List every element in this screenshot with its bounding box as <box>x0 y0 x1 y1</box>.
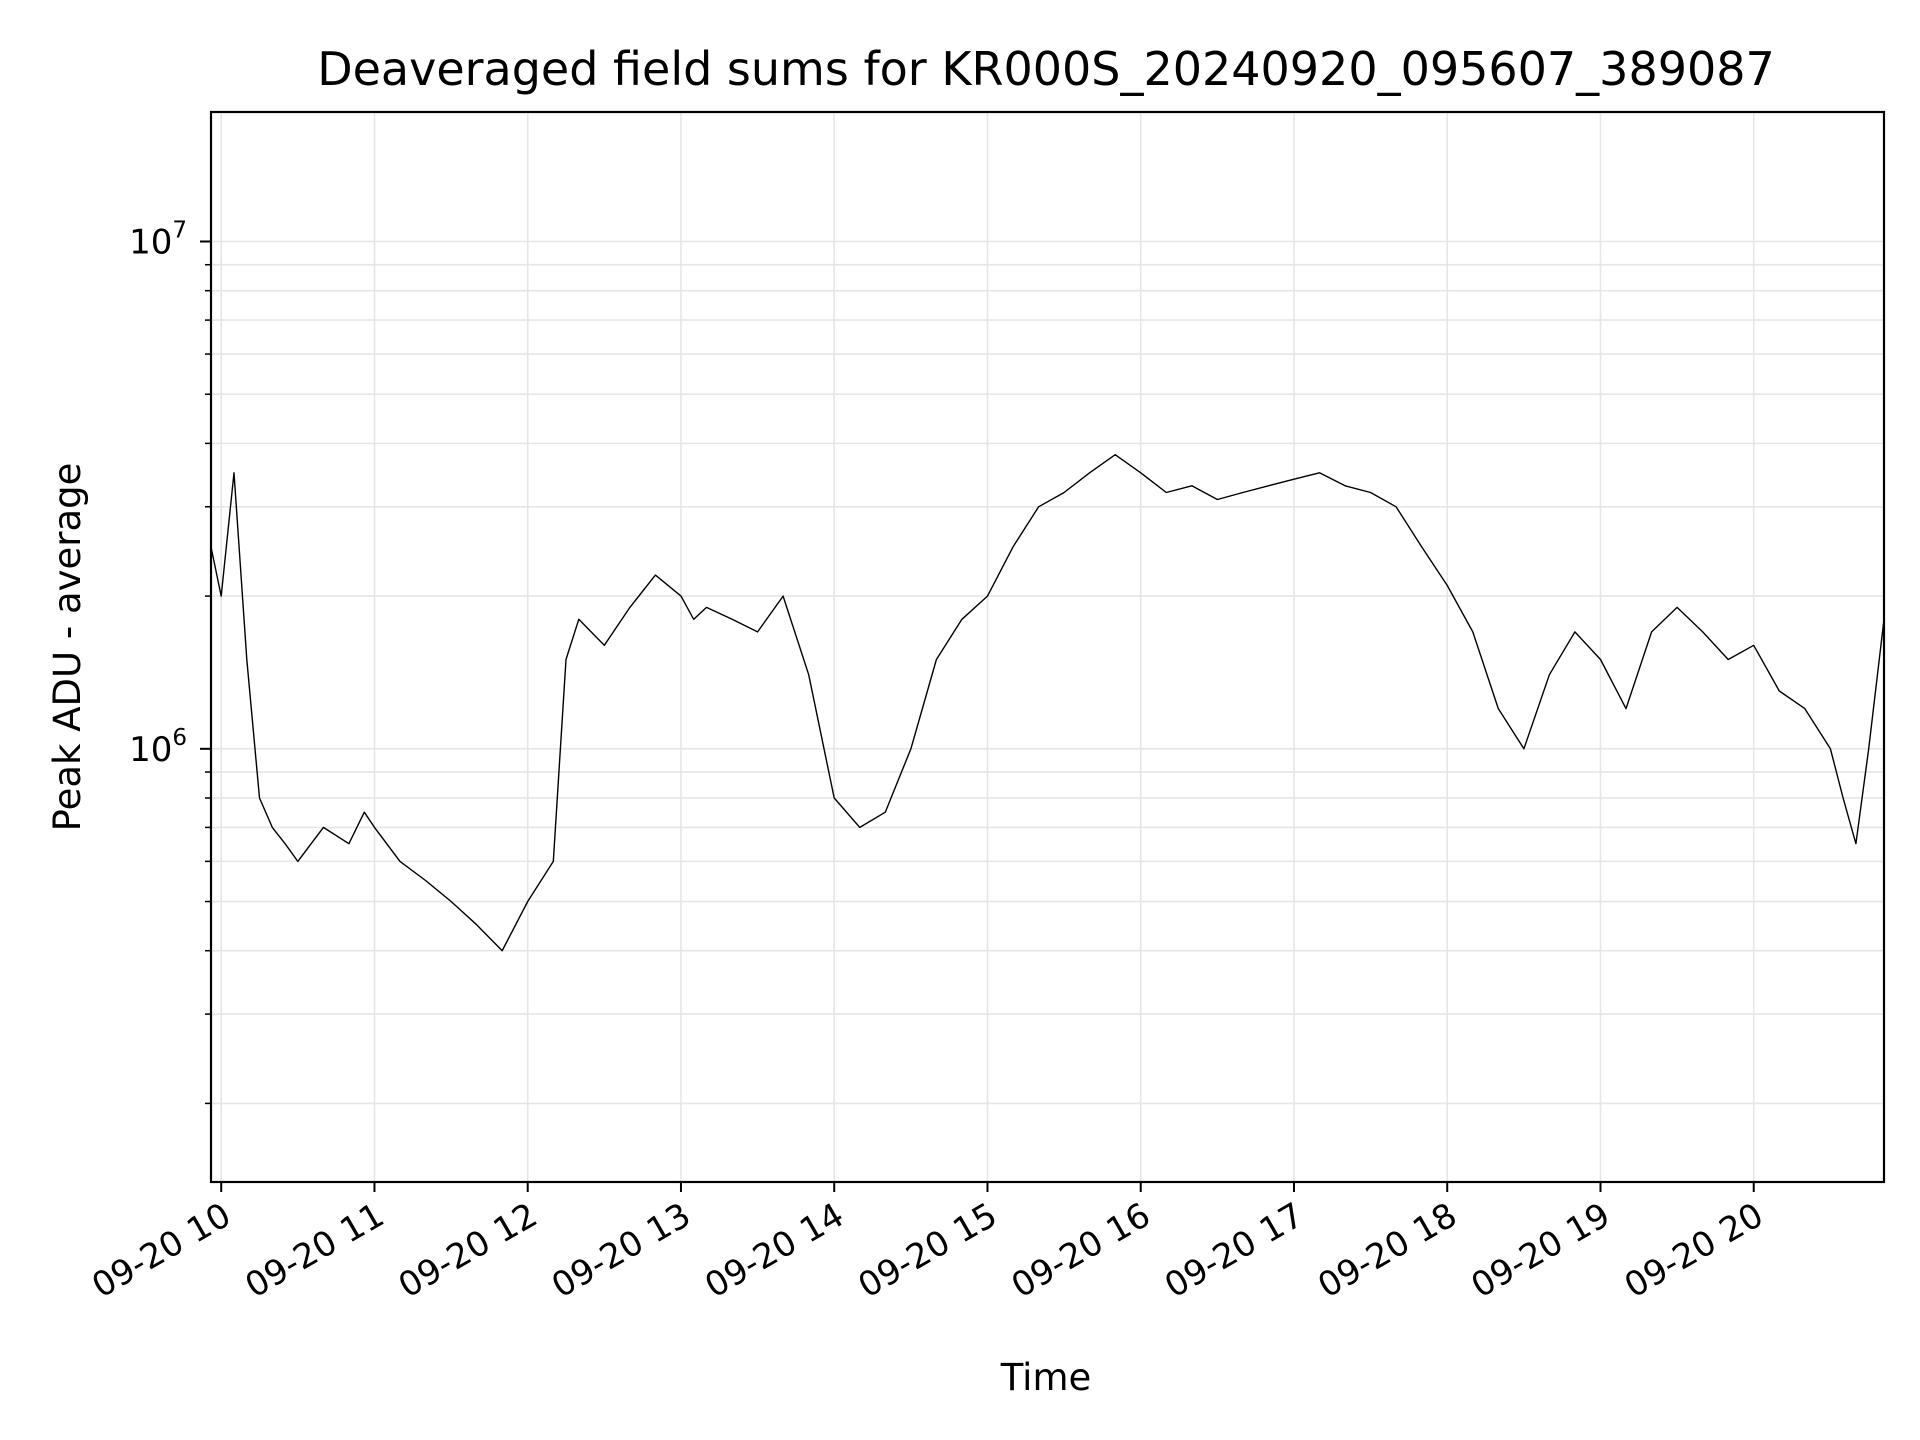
y-tick-exponent: 6 <box>172 725 187 751</box>
y-tick-label: 106 <box>129 725 187 770</box>
x-axis-label: Time <box>1000 1356 1092 1399</box>
y-tick-base: 10 <box>129 730 172 770</box>
y-axis-label: Peak ADU - average <box>46 463 89 832</box>
series-line <box>210 454 1885 952</box>
plot-frame <box>209 110 1886 1184</box>
grid <box>211 112 1884 1182</box>
y-tick-base: 10 <box>129 223 172 263</box>
series-path <box>210 454 1885 952</box>
y-tick-label: 107 <box>129 218 187 263</box>
chart-title: Deaveraged field sums for KR000S_2024092… <box>317 42 1775 96</box>
y-tick-exponent: 7 <box>172 218 187 244</box>
